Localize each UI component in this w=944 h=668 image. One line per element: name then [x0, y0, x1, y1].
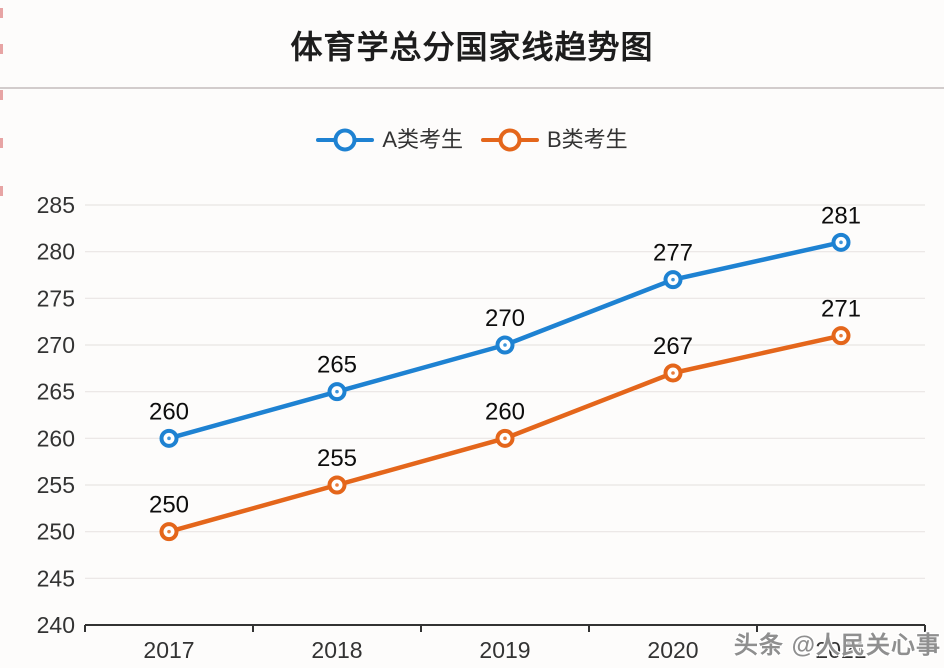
y-axis-label: 280: [37, 239, 75, 265]
legend-item-b[interactable]: B类考生: [481, 126, 628, 154]
y-axis-label: 270: [37, 332, 75, 358]
edge-artifact-mark: [0, 186, 3, 196]
edge-artifact-mark: [0, 44, 3, 54]
data-point-dot: [167, 529, 171, 534]
data-label: 277: [653, 240, 693, 267]
y-axis-label: 245: [37, 565, 75, 591]
x-axis-label: 2019: [479, 637, 530, 663]
x-axis-label: 2018: [311, 637, 362, 663]
edge-artifact-mark: [0, 90, 3, 100]
x-axis-label: 2017: [143, 637, 194, 663]
data-label: 265: [317, 352, 357, 379]
y-axis-label: 260: [37, 425, 75, 451]
watermark: 头条 @人民关心事: [733, 632, 941, 659]
data-point-dot: [671, 371, 675, 375]
x-axis-label: 2021: [815, 637, 866, 663]
data-point-dot: [503, 343, 507, 347]
data-label: 250: [149, 492, 189, 519]
line-marker-icon: [481, 128, 539, 152]
data-point-dot: [839, 333, 843, 338]
data-label: 260: [485, 398, 525, 425]
data-label: 260: [149, 398, 189, 425]
data-point-dot: [503, 436, 507, 441]
data-label: 267: [653, 333, 693, 360]
legend-label-a: A类考生: [382, 127, 463, 152]
data-point-dot: [335, 389, 339, 394]
y-axis-label: 240: [37, 612, 75, 638]
y-axis-label: 285: [37, 192, 75, 218]
data-point-dot: [671, 277, 675, 282]
x-axis-label: 2020: [647, 637, 698, 663]
data-point-dot: [335, 483, 339, 487]
y-axis-label: 250: [37, 519, 75, 545]
edge-artifact-mark: [0, 8, 3, 18]
data-label: 281: [821, 202, 861, 229]
legend-label-b: B类考生: [547, 127, 628, 152]
data-point-dot: [167, 436, 171, 441]
line-marker-icon: [316, 128, 375, 152]
data-label: 271: [821, 296, 861, 323]
y-axis-label: 255: [37, 472, 75, 498]
edge-artifact-mark: [0, 138, 3, 148]
chart-legend: A类考生 B类考生: [0, 126, 944, 154]
data-point-dot: [839, 240, 843, 245]
header-divider: [0, 87, 944, 89]
y-axis-label: 265: [37, 379, 75, 405]
page-title: 体育学总分国家线趋势图: [290, 29, 654, 65]
data-label: 255: [317, 445, 357, 472]
legend-item-a[interactable]: A类考生: [316, 126, 463, 154]
y-axis-label: 275: [37, 285, 75, 311]
data-label: 270: [485, 305, 525, 332]
